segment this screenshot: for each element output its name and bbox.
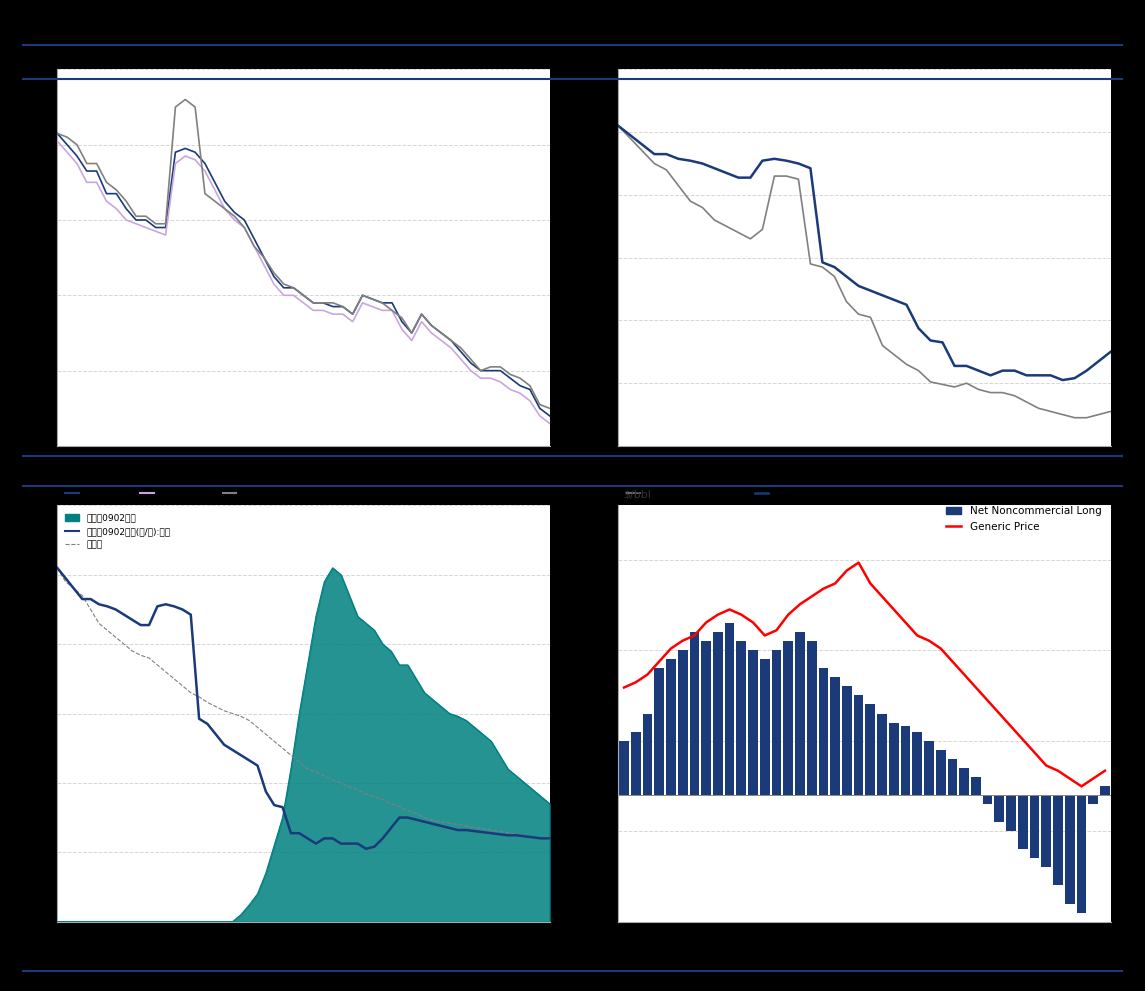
Bar	[713, 632, 722, 795]
Bar	[783, 641, 793, 795]
Legend: WTI($/bbl), Brent($/bbl), NYMEX WTI连续($/bbl): WTI($/bbl), Brent($/bbl), NYMEX WTI连续($/…	[62, 486, 339, 501]
Bar	[924, 740, 934, 795]
Bar	[689, 632, 700, 795]
Bar	[877, 714, 887, 795]
Bar	[1042, 795, 1051, 867]
Bar	[619, 740, 629, 795]
Bar	[982, 795, 993, 804]
Bar	[1018, 795, 1028, 849]
Bar	[935, 750, 946, 795]
Bar	[1065, 795, 1075, 904]
Bar	[866, 705, 875, 795]
Bar	[654, 668, 664, 795]
Bar	[901, 726, 910, 795]
Bar	[819, 668, 828, 795]
Bar	[807, 641, 816, 795]
Bar	[701, 641, 711, 795]
Bar	[736, 641, 747, 795]
Bar	[1053, 795, 1063, 885]
Bar	[1029, 795, 1040, 858]
Bar	[725, 623, 734, 795]
Text: $/bbl: $/bbl	[623, 490, 652, 499]
Bar	[995, 795, 1004, 823]
Bar	[948, 759, 957, 795]
Bar	[1089, 795, 1098, 804]
Bar	[678, 650, 687, 795]
Bar	[748, 650, 758, 795]
Bar	[631, 731, 640, 795]
Bar	[971, 777, 981, 795]
Bar	[1100, 786, 1110, 795]
Bar	[795, 632, 805, 795]
Bar	[1076, 795, 1087, 913]
Bar	[1006, 795, 1016, 831]
Bar	[889, 722, 899, 795]
Legend: 燃料油0902持仓, 燃料油0902价格(元/吨):右轴, 成交量: 燃料油0902持仓, 燃料油0902价格(元/吨):右轴, 成交量	[62, 510, 174, 553]
Bar	[913, 731, 922, 795]
Bar	[960, 768, 969, 795]
Bar	[842, 687, 852, 795]
Bar	[830, 677, 840, 795]
Bar	[854, 696, 863, 795]
Bar	[772, 650, 781, 795]
Legend: Net Noncommercial Long, Generic Price: Net Noncommercial Long, Generic Price	[941, 502, 1105, 536]
Legend: Singapore 3.5%($/MT), 上期所燃料油连续(元/吨): Singapore 3.5%($/MT), 上期所燃料油连续(元/吨)	[623, 486, 843, 501]
Bar	[760, 659, 769, 795]
Bar	[642, 714, 653, 795]
Bar	[666, 659, 676, 795]
